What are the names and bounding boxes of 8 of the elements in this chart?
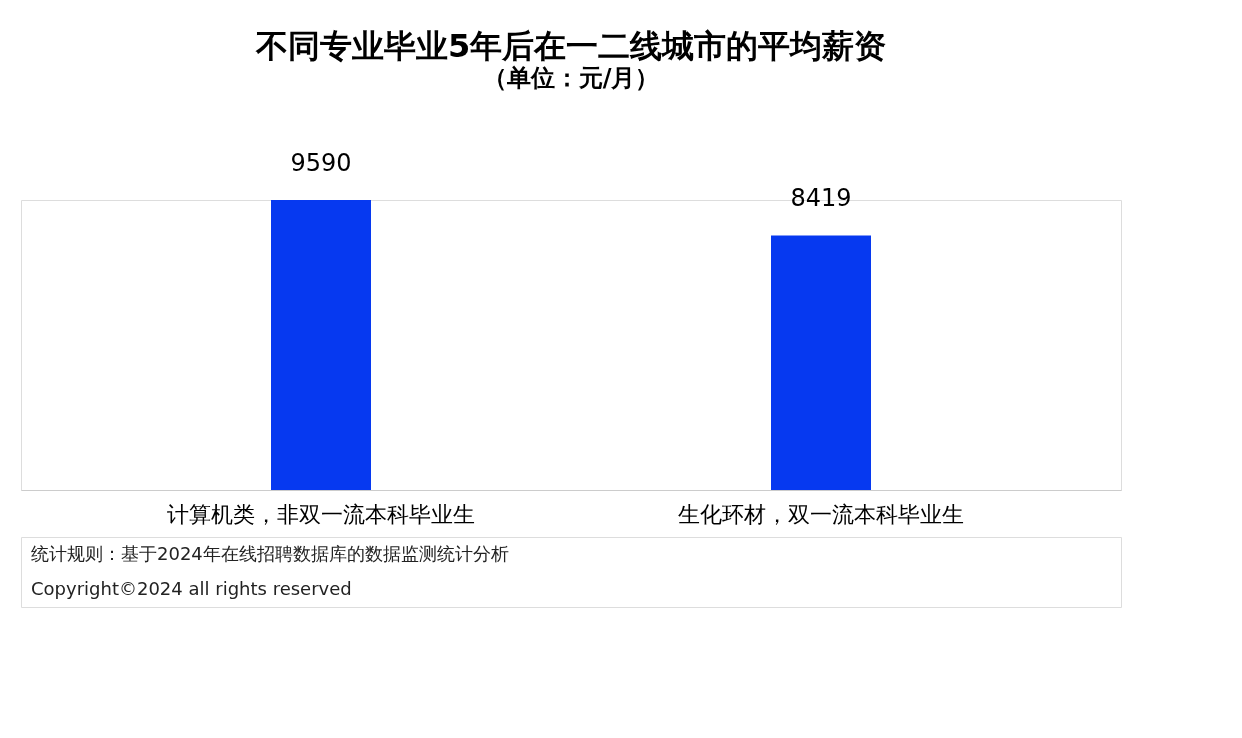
text: Copyright©2024 all rights reserved — [31, 577, 352, 599]
chart-title: 不同专业毕业5年后在一二线城市的平均薪资 — [254, 27, 887, 65]
text: 统计规则：基于2024年在线招聘数据库的数据监测统计分析 — [31, 542, 509, 564]
data-label: 8419 — [790, 184, 852, 213]
x-tick-label: 计算机类，非双一流本科毕业生 — [167, 501, 475, 527]
chart-subtitle: （单位：元/月） — [482, 64, 660, 92]
x-tick-label: 生化环材，双一流本科毕业生 — [678, 501, 964, 527]
data-label: 9590 — [290, 149, 352, 177]
